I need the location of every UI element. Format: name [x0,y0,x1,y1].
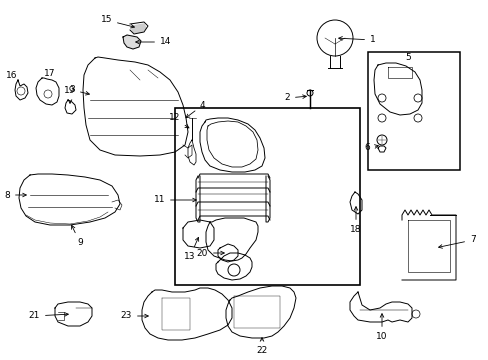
Text: 21: 21 [29,311,68,320]
Polygon shape [132,24,146,33]
Text: 12: 12 [168,113,188,128]
Text: 17: 17 [44,69,56,78]
Bar [175,108,359,285]
Text: 22: 22 [256,338,267,355]
Text: 19: 19 [64,86,76,103]
Text: 13: 13 [184,237,198,261]
Text: 9: 9 [71,225,82,247]
Bar [367,52,459,170]
Text: 16: 16 [6,72,18,81]
Text: 14: 14 [136,37,171,46]
Polygon shape [123,35,141,49]
Text: 6: 6 [364,144,378,153]
Text: 7: 7 [438,235,475,248]
Text: 2: 2 [284,94,305,103]
Text: 1: 1 [338,36,375,45]
Text: 10: 10 [375,314,387,341]
Text: 23: 23 [121,311,148,320]
Text: 20: 20 [196,248,224,257]
Text: 8: 8 [4,190,26,199]
Text: 5: 5 [404,54,410,63]
Text: 3: 3 [69,85,89,95]
Text: 15: 15 [101,15,134,28]
Text: 11: 11 [153,195,196,204]
Text: 4: 4 [185,100,205,118]
Text: 18: 18 [349,207,361,234]
